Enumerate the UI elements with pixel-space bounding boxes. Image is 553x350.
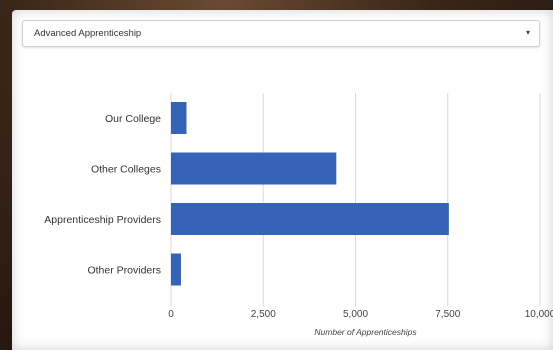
x-tick-label: 5,000: [343, 309, 368, 320]
caret-down-icon: ▾: [525, 28, 530, 37]
bar-our-college[interactable]: [171, 102, 187, 134]
x-tick-labels: 0 2,500 5,000 7,500 10,000: [168, 309, 553, 320]
bars: [171, 102, 449, 286]
x-axis-title: Number of Apprenticeships: [314, 327, 417, 337]
bar-other-providers[interactable]: [171, 253, 181, 286]
bar-chart: Our College Other Colleges Apprenticeship …: [44, 93, 553, 337]
category-label: Other Colleges: [91, 164, 161, 176]
x-tick-label: 7,500: [435, 309, 460, 320]
x-tick-label: 10,000: [525, 309, 553, 320]
bar-other-colleges[interactable]: [171, 152, 337, 185]
apprenticeship-level-select[interactable]: Advanced Apprenticeship ▾: [22, 20, 540, 47]
chart-panel: Advanced Apprenticeship ▾ Our College Oth…: [12, 10, 553, 350]
x-tick-label: 0: [168, 309, 174, 320]
category-label: Other Providers: [87, 265, 161, 277]
category-label: Our College: [105, 113, 161, 125]
category-labels: Our College Other Colleges Apprenticeship …: [44, 113, 161, 277]
x-tick-label: 2,500: [251, 309, 276, 320]
category-label: Apprenticeship Providers: [44, 214, 161, 226]
gridlines: [170, 93, 541, 306]
apprenticeship-level-value: Advanced Apprenticeship: [34, 28, 142, 39]
bar-apprenticeship-providers[interactable]: [171, 203, 449, 235]
